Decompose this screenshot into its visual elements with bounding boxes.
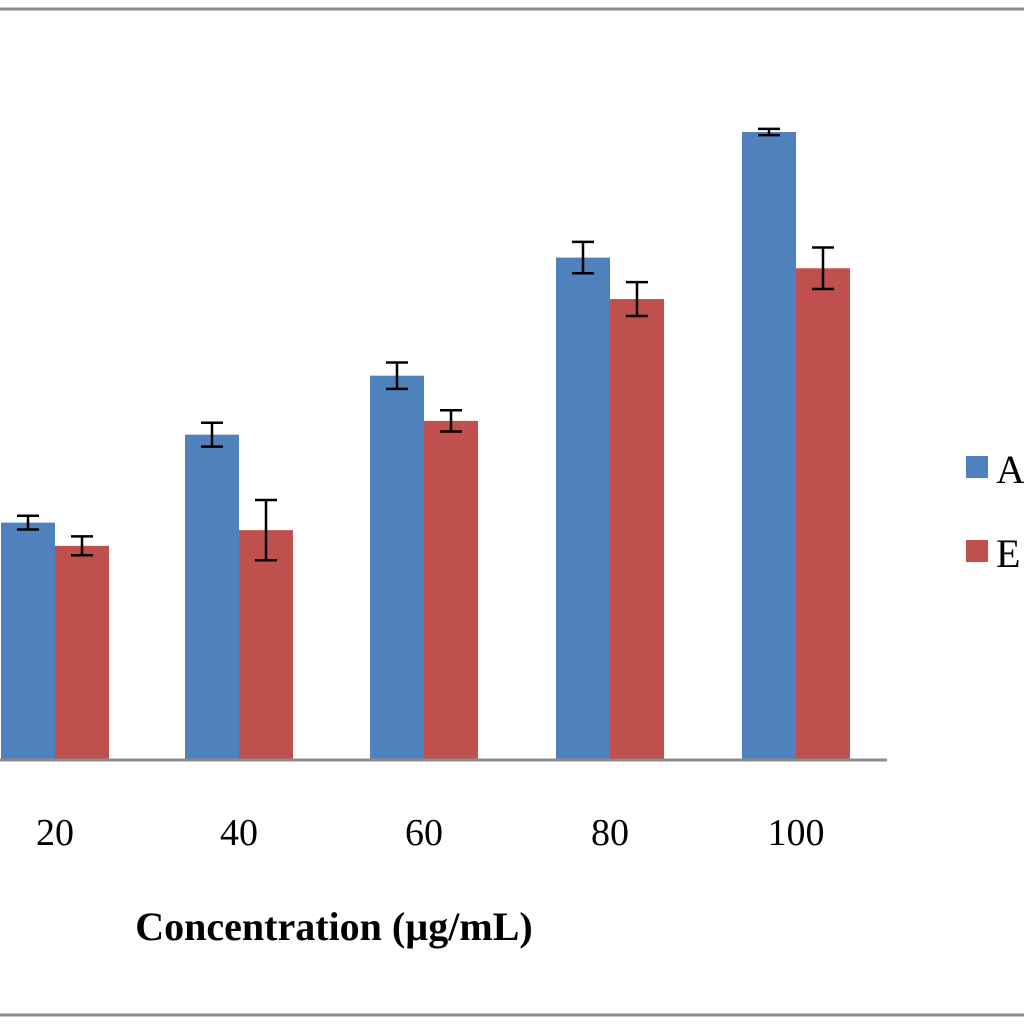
bar-a-100 — [742, 132, 796, 760]
bar-a-60 — [370, 375, 424, 760]
error-bar-a-100 — [758, 127, 780, 137]
error-bar-a-80 — [572, 240, 594, 275]
bar-e-60 — [424, 420, 478, 760]
bars-layer — [1, 132, 850, 760]
x-tick-label-20: 20 — [36, 812, 74, 854]
bar-e-80 — [610, 299, 664, 760]
x-axis-title: Concentration (µg/mL) — [135, 904, 532, 949]
bar-a-20 — [1, 522, 55, 760]
error-bar-e-40 — [255, 498, 277, 562]
bar-e-40 — [239, 530, 293, 760]
error-bar-e-100 — [812, 246, 834, 291]
legend-swatch-e — [966, 540, 988, 562]
legend-label-e: E — [996, 531, 1020, 576]
error-bar-a-20 — [17, 514, 39, 531]
legend-label-a: A — [996, 447, 1024, 492]
x-tick-label-60: 60 — [405, 812, 443, 854]
bar-a-80 — [556, 257, 610, 760]
error-bar-e-20 — [71, 535, 93, 557]
x-tick-label-40: 40 — [220, 812, 258, 854]
legend-swatch-a — [966, 456, 988, 478]
bar-e-100 — [796, 268, 850, 760]
x-tick-labels: 20 40 60 80 100 — [36, 812, 825, 854]
error-bar-e-80 — [626, 280, 648, 318]
error-bar-a-60 — [386, 361, 408, 391]
bar-e-20 — [55, 545, 109, 760]
x-tick-label-100: 100 — [768, 812, 825, 854]
error-bar-a-40 — [201, 421, 223, 448]
error-bars-layer — [17, 127, 834, 562]
error-bar-e-60 — [440, 408, 462, 433]
x-tick-label-80: 80 — [591, 812, 629, 854]
legend: AE — [966, 447, 1024, 576]
bar-a-40 — [185, 434, 239, 760]
